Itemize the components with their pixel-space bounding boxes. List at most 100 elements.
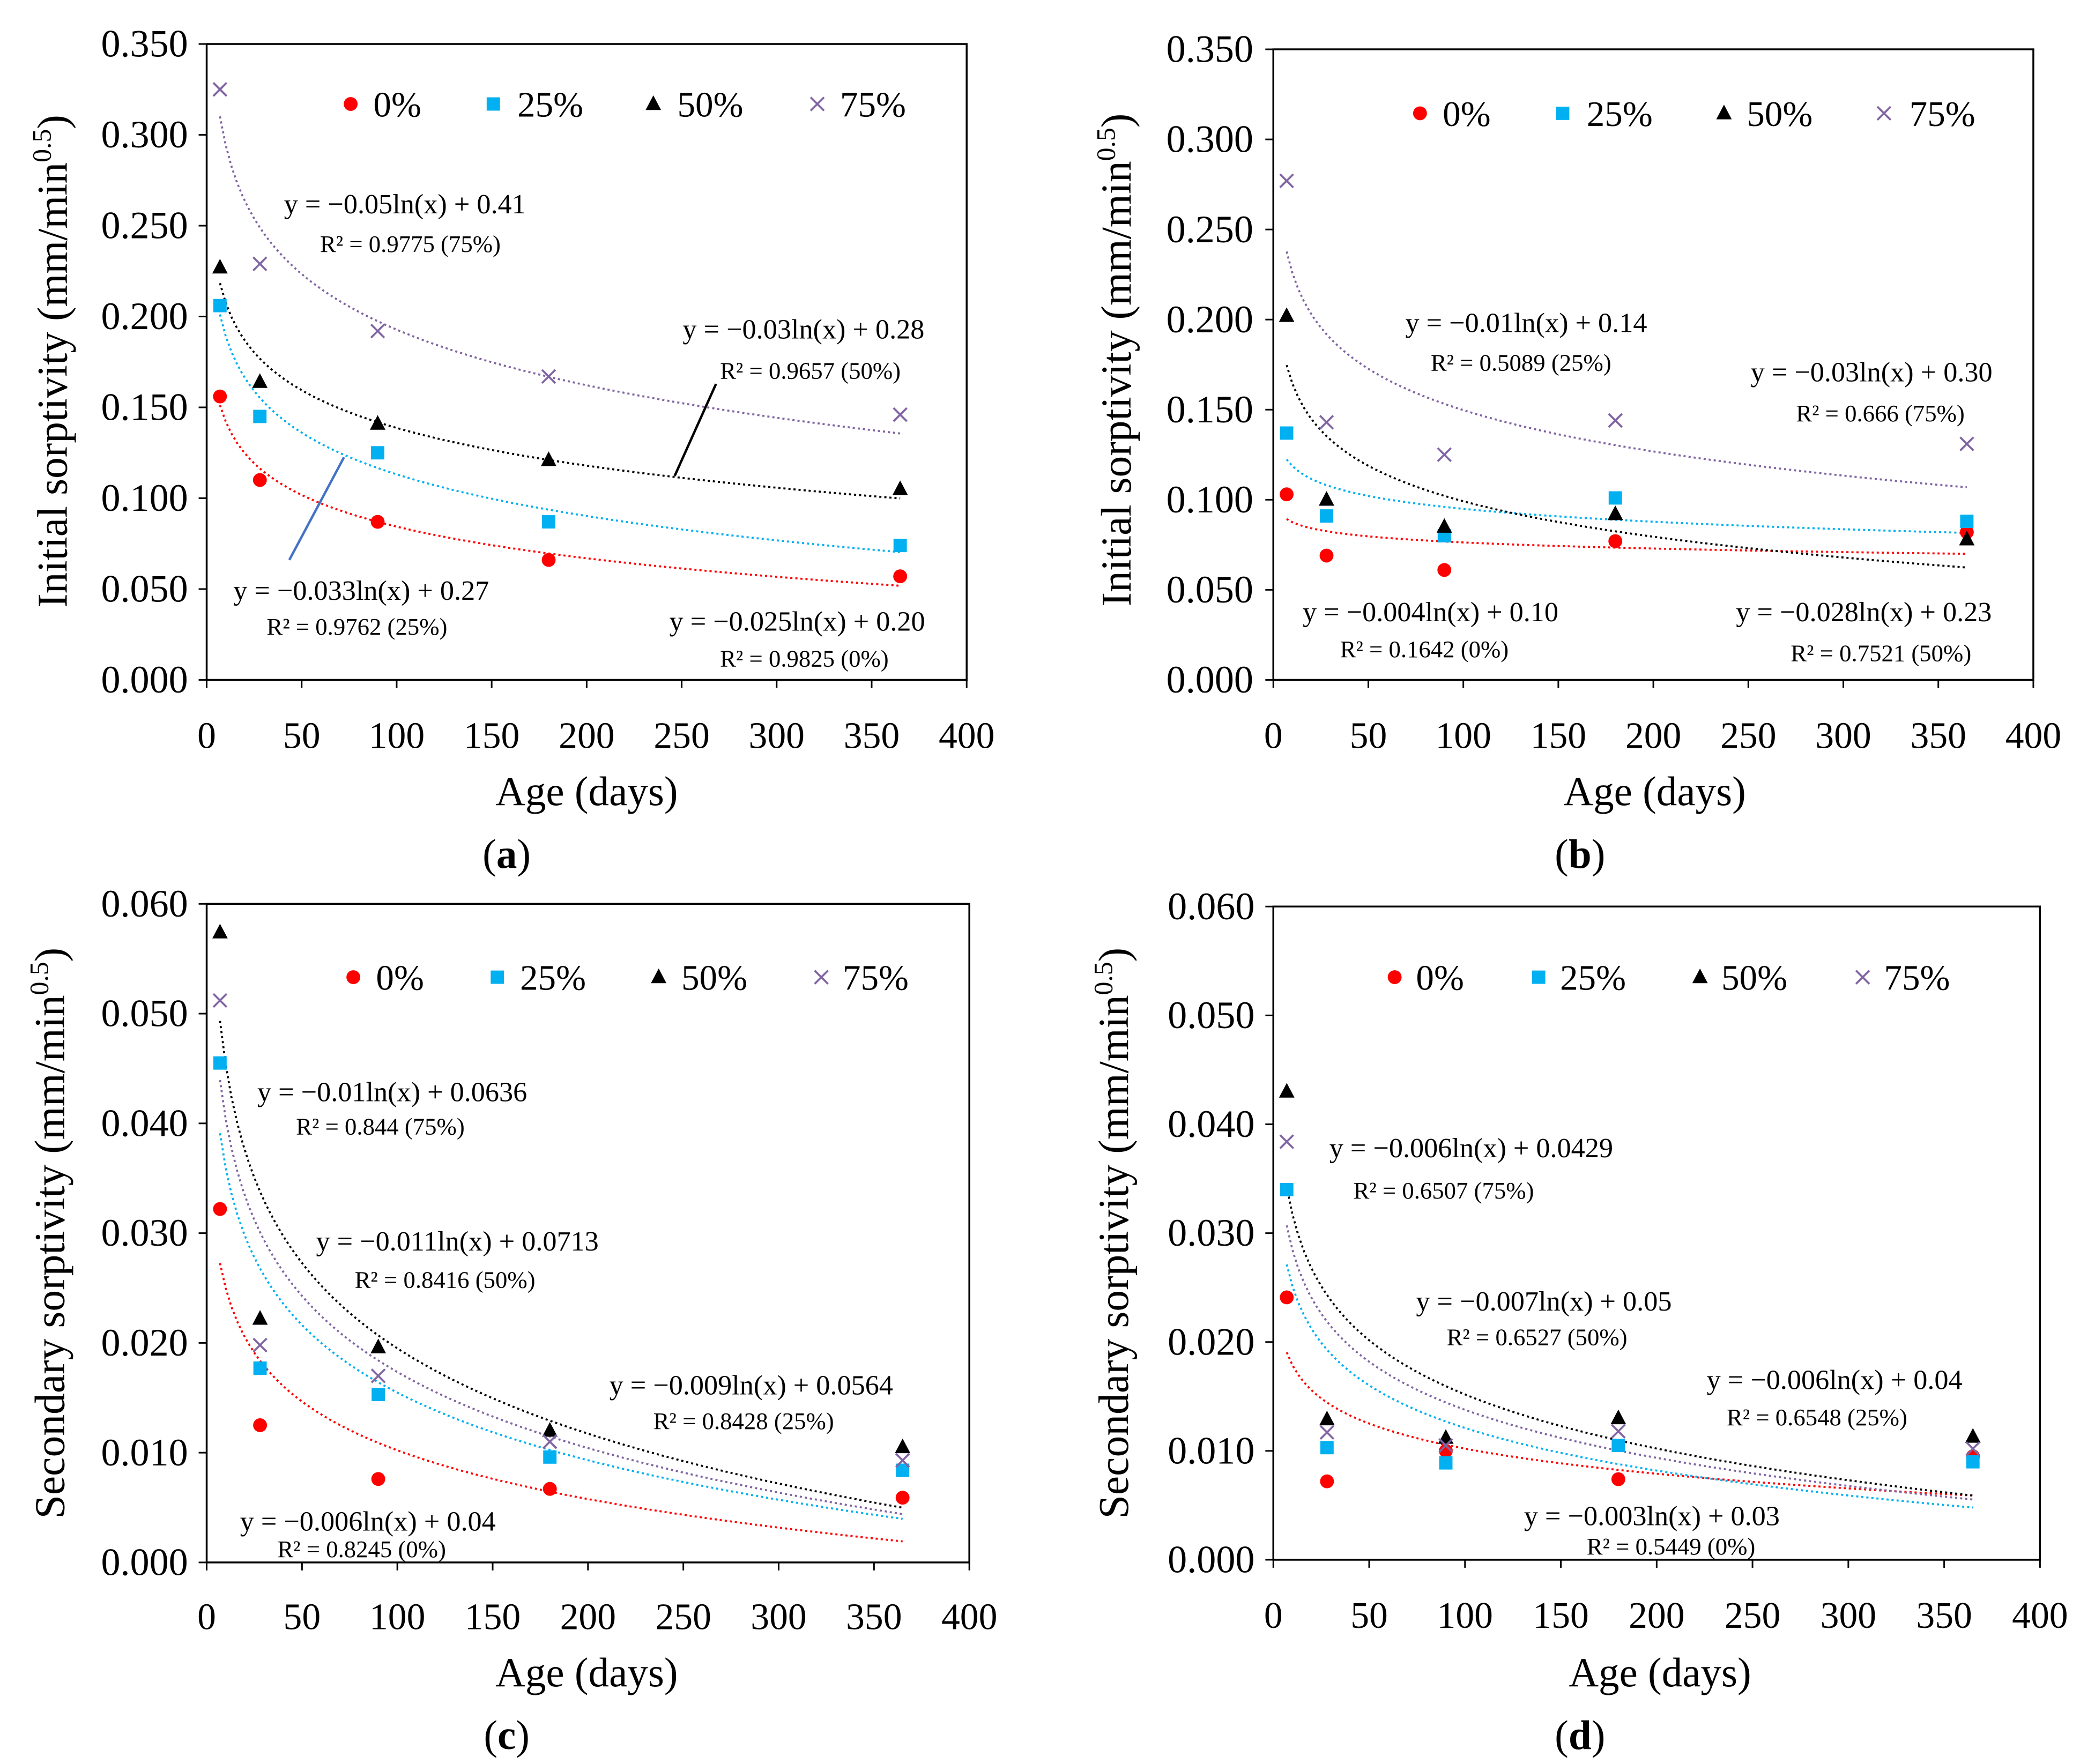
data-point-50pct [1319,491,1334,506]
x-tick-label: 0 [197,715,216,756]
data-point-75pct [252,256,268,271]
data-point-25pct [213,299,227,312]
data-point-75pct [895,1453,910,1468]
x-axis-title: Age (days) [1569,1649,1751,1695]
data-point-75pct [1437,447,1452,463]
legend-label: 50% [677,85,743,125]
y-axis-title: Initial sorptivity (mm/min0.5) [27,115,77,608]
data-point-75pct [1319,415,1334,430]
x-tick-label: 0 [1264,715,1283,756]
legend-label: 0% [376,958,424,998]
panel-label-open: ( [484,1712,497,1758]
x-tick-label: 300 [1821,1595,1876,1636]
data-point-0pct [213,389,227,404]
panel-label-letter: d [1569,1712,1592,1758]
legend-marker-75pct [1876,106,1892,121]
x-tick-label: 50 [1350,715,1387,756]
data-point-50pct [370,415,385,430]
r-squared-label: R² = 0.9657 (50%) [720,357,901,384]
legend-label: 50% [681,958,747,998]
data-point-75pct [212,993,228,1008]
data-point-0pct [252,473,267,487]
r-squared-label: R² = 0.9775 (75%) [320,230,501,257]
y-axis-title-superscript: 0.5 [25,962,54,995]
data-point-75pct [1965,1441,1981,1456]
x-tick-label: 200 [559,715,614,756]
chart-panel-d: 0 50 100 150 200 250 300 350 400 0.000 0.010 0.020 0… [1088,885,2068,1758]
y-tick-label: 0.250 [1167,208,1253,251]
legend-label: 0% [1443,94,1491,134]
r-squared-label: R² = 0.6507 (75%) [1353,1177,1534,1204]
legend-marker-0pct [344,97,358,111]
r-squared-label: R² = 0.9762 (25%) [266,613,447,640]
data-point-25pct [1320,1441,1334,1455]
data-point-25pct [213,1056,227,1070]
trendline-equation: y = −0.007ln(x) + 0.05 [1416,1286,1672,1317]
data-point-50pct [252,373,268,388]
y-tick-label: 0.100 [101,477,188,519]
data-point-50pct [892,480,908,495]
panel-label: (c) [484,1712,530,1758]
trendline-equation: y = −0.033ln(x) + 0.27 [233,575,489,606]
data-point-75pct [1959,436,1974,451]
x-tick-label: 250 [653,715,709,756]
y-tick-label: 0.150 [1167,388,1253,431]
legend-label: 25% [1587,94,1653,134]
data-point-25pct [253,1361,267,1375]
legend-label: 50% [1721,958,1787,998]
data-point-0pct [1280,487,1294,502]
trendline-50pct [1286,364,1967,569]
panel-label-open: ( [1555,1712,1569,1758]
y-tick-label: 0.000 [1168,1538,1254,1581]
data-point-25pct [1611,1439,1625,1453]
x-axis-title: Age (days) [495,768,678,814]
y-axis-title-superscript: 0.5 [27,129,57,162]
data-point-25pct [893,539,907,553]
y-axis-title-superscript: 0.5 [1088,962,1118,995]
y-tick-label: 0.250 [101,204,188,247]
y-tick-label: 0.050 [101,568,188,611]
legend-marker-0pct [346,970,361,985]
trendline-0pct [1286,518,1967,555]
data-point-0pct [370,515,385,529]
data-point-0pct [253,1418,268,1432]
data-point-0pct [1437,563,1452,577]
data-point-25pct [1280,1182,1294,1196]
x-axis-title: Age (days) [495,1649,678,1695]
y-tick-label: 0.030 [1168,1211,1254,1254]
legend-marker-50pct [1692,968,1708,984]
data-point-50pct [1279,307,1295,322]
y-axis-title-text: Initial sorptivity (mm/min [29,162,76,608]
data-point-0pct [1320,1474,1334,1488]
x-tick-label: 50 [283,715,321,756]
y-axis-title: Secondary sorptivity (mm/min0.5) [1088,948,1138,1519]
panel-label-close: ) [1592,831,1606,877]
legend-marker-25pct [1532,970,1546,984]
data-point-50pct [895,1438,911,1454]
y-tick-label: 0.020 [1168,1320,1254,1363]
legend: 0% 25% 50% 75% [1413,94,1975,134]
legend-label: 75% [1910,94,1975,134]
legend-marker-50pct [651,968,667,984]
data-point-50pct [1438,1429,1454,1444]
y-tick-label: 0.060 [1168,885,1254,928]
panel-label: (a) [482,831,531,877]
data-point-0pct [1608,534,1623,548]
data-point-75pct [1319,1425,1335,1440]
data-point-0pct [1439,1443,1453,1458]
r-squared-label: R² = 0.7521 (50%) [1791,640,1971,667]
data-point-50pct [541,451,556,466]
plot-frame [1272,905,2041,1561]
y-tick-label: 0.000 [101,658,188,701]
trendline-equation: y = −0.05ln(x) + 0.41 [284,189,526,220]
panel-label-open: ( [1555,831,1569,877]
legend-marker-0pct [1387,970,1402,985]
data-point-0pct [1280,1290,1294,1305]
legend-label: 75% [1884,958,1950,998]
y-tick-label: 0.100 [1167,478,1253,521]
y-axis-title-text: Secondary sorptivity (mm/min [26,995,73,1519]
data-point-0pct [213,1202,227,1216]
trendline-equation: y = −0.01ln(x) + 0.14 [1405,307,1647,338]
data-point-75pct [1279,1134,1295,1149]
x-tick-label: 100 [1435,715,1491,756]
